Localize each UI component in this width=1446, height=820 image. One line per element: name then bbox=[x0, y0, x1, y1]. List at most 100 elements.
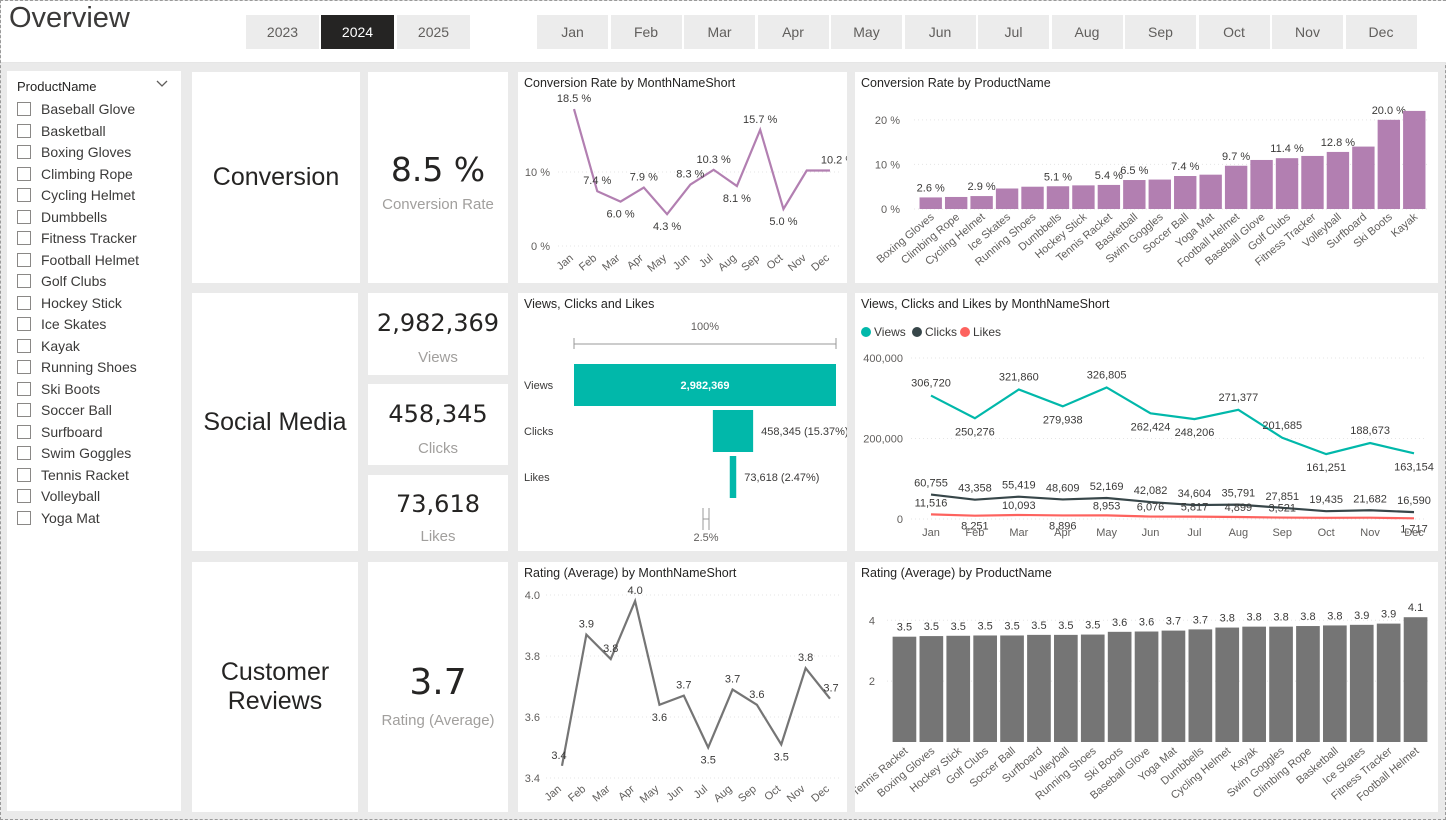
slicer-item[interactable]: Baseball Glove bbox=[17, 99, 135, 119]
bar bbox=[1072, 185, 1095, 209]
y-tick-label: 10 % bbox=[875, 159, 900, 171]
funnel-top-bracket bbox=[573, 338, 837, 349]
checkbox[interactable] bbox=[17, 188, 31, 202]
slicer-item[interactable]: Fitness Tracker bbox=[17, 228, 137, 248]
month-button-nov[interactable]: Nov bbox=[1272, 15, 1343, 49]
month-button-jan[interactable]: Jan bbox=[537, 15, 608, 49]
kpi-card-rating: 3.7 Rating (Average) bbox=[368, 562, 508, 812]
legend-label: Views bbox=[874, 325, 906, 339]
checkbox[interactable] bbox=[17, 467, 31, 482]
month-button-jun[interactable]: Jun bbox=[904, 15, 976, 49]
slicer-item[interactable]: Basketball bbox=[17, 121, 106, 141]
slicer-item[interactable]: Dumbbells bbox=[17, 207, 107, 227]
reviews-label-line2: Reviews bbox=[227, 687, 323, 715]
series-line-views bbox=[930, 386, 1415, 456]
chart-funnel[interactable]: Views, Clicks and Likes 100% Views 2,982,3… bbox=[518, 293, 847, 551]
checkbox[interactable] bbox=[17, 338, 31, 353]
checkbox[interactable] bbox=[17, 403, 31, 417]
year-button-2024[interactable]: 2024 bbox=[321, 15, 394, 49]
checkbox[interactable] bbox=[17, 102, 31, 116]
month-button-apr[interactable]: Apr bbox=[757, 15, 829, 49]
checkbox[interactable] bbox=[17, 317, 31, 331]
checkbox[interactable] bbox=[17, 209, 31, 224]
data-label: 3.6 bbox=[1139, 617, 1154, 629]
month-button-mar[interactable]: Mar bbox=[684, 15, 755, 49]
legend-marker bbox=[960, 327, 970, 337]
year-button-2025[interactable]: 2025 bbox=[397, 15, 470, 49]
chart-conversion-by-month[interactable]: Conversion Rate by MonthNameShort 0 % 10 … bbox=[518, 72, 847, 283]
checkbox[interactable] bbox=[17, 446, 31, 460]
x-tick-label: May bbox=[638, 783, 662, 806]
data-label: 163,154 bbox=[1394, 461, 1434, 473]
checkbox[interactable] bbox=[17, 145, 31, 159]
bar bbox=[1080, 634, 1105, 742]
chart-rating-by-product[interactable]: Rating (Average) by ProductName 2 4 3.5 Ten… bbox=[855, 562, 1438, 812]
chart-conversion-by-product[interactable]: Conversion Rate by ProductName 0 % 10 % 20… bbox=[855, 72, 1438, 283]
data-label: 250,276 bbox=[955, 426, 995, 438]
x-tick-label: Mar bbox=[600, 252, 622, 274]
slicer-item[interactable]: Soccer Ball bbox=[17, 400, 112, 420]
chevron-down-icon[interactable] bbox=[156, 77, 168, 91]
data-label: 3.8 bbox=[1300, 611, 1315, 623]
slicer-item[interactable]: Ski Boots bbox=[17, 379, 100, 399]
slicer-item[interactable]: Cycling Helmet bbox=[17, 185, 135, 205]
month-button-dec[interactable]: Dec bbox=[1345, 15, 1417, 49]
slicer-item[interactable]: Hockey Stick bbox=[17, 293, 122, 313]
month-button-feb[interactable]: Feb bbox=[610, 15, 682, 49]
slicer-item-label: Kayak bbox=[41, 337, 80, 354]
slicer-item[interactable]: Climbing Rope bbox=[17, 164, 133, 184]
checkbox[interactable] bbox=[17, 360, 31, 374]
slicer-item[interactable]: Surfboard bbox=[17, 422, 102, 442]
x-tick-label: Dec bbox=[809, 783, 832, 805]
bar bbox=[919, 197, 942, 209]
y-tick-label: 200,000 bbox=[863, 434, 903, 446]
funnel-top-percent: 100% bbox=[691, 321, 719, 333]
checkbox[interactable] bbox=[17, 252, 31, 267]
chart-title: Views, Clicks and Likes bbox=[524, 297, 655, 311]
data-label: 306,720 bbox=[911, 378, 951, 390]
month-button-oct[interactable]: Oct bbox=[1198, 15, 1270, 49]
checkbox[interactable] bbox=[17, 489, 31, 503]
x-tick-label: Jun bbox=[1142, 527, 1160, 539]
checkbox[interactable] bbox=[17, 274, 31, 288]
slicer-item[interactable]: Kayak bbox=[17, 336, 80, 356]
data-label: 201,685 bbox=[1262, 420, 1302, 432]
slicer-item[interactable]: Swim Goggles bbox=[17, 443, 131, 463]
chart-rating-by-month[interactable]: Rating (Average) by MonthNameShort 3.4 3.… bbox=[518, 562, 847, 812]
chart-vcl-by-month[interactable]: Views, Clicks and Likes by MonthNameShor… bbox=[855, 293, 1438, 551]
checkbox[interactable] bbox=[17, 295, 31, 310]
slicer-item[interactable]: Football Helmet bbox=[17, 250, 139, 270]
slicer-item[interactable]: Boxing Gloves bbox=[17, 142, 131, 162]
month-button-may[interactable]: May bbox=[831, 15, 902, 49]
slicer-item[interactable]: Yoga Mat bbox=[17, 508, 100, 528]
data-label: 5.0 % bbox=[769, 216, 797, 228]
slicer-item[interactable]: Golf Clubs bbox=[17, 271, 106, 291]
month-button-aug[interactable]: Aug bbox=[1051, 15, 1123, 49]
slicer-item[interactable]: Ice Skates bbox=[17, 314, 106, 334]
checkbox[interactable] bbox=[17, 424, 31, 439]
month-button-sep[interactable]: Sep bbox=[1125, 15, 1196, 49]
data-label: 7.9 % bbox=[630, 172, 658, 184]
checkbox[interactable] bbox=[17, 510, 31, 525]
checkbox[interactable] bbox=[17, 381, 31, 396]
data-label: 16,590 bbox=[1397, 495, 1431, 507]
checkbox[interactable] bbox=[17, 166, 31, 181]
slicer-item[interactable]: Tennis Racket bbox=[17, 465, 129, 485]
data-label: 4.3 % bbox=[653, 221, 681, 233]
data-label: 1,717 bbox=[1400, 523, 1428, 535]
checkbox[interactable] bbox=[17, 231, 31, 245]
month-button-jul[interactable]: Jul bbox=[978, 15, 1049, 49]
data-label: 3.5 bbox=[774, 751, 789, 763]
x-tick-label: Apr bbox=[1054, 527, 1071, 539]
checkbox[interactable] bbox=[17, 123, 31, 138]
funnel-bar bbox=[574, 364, 836, 406]
bar bbox=[919, 636, 944, 742]
year-button-2023[interactable]: 2023 bbox=[246, 15, 319, 49]
bar bbox=[1296, 626, 1320, 742]
bar bbox=[1326, 151, 1350, 209]
x-tick-label: Aug bbox=[712, 783, 735, 805]
slicer-item[interactable]: Running Shoes bbox=[17, 357, 137, 377]
slicer-item[interactable]: Volleyball bbox=[17, 486, 100, 506]
data-label: 248,206 bbox=[1175, 427, 1215, 439]
